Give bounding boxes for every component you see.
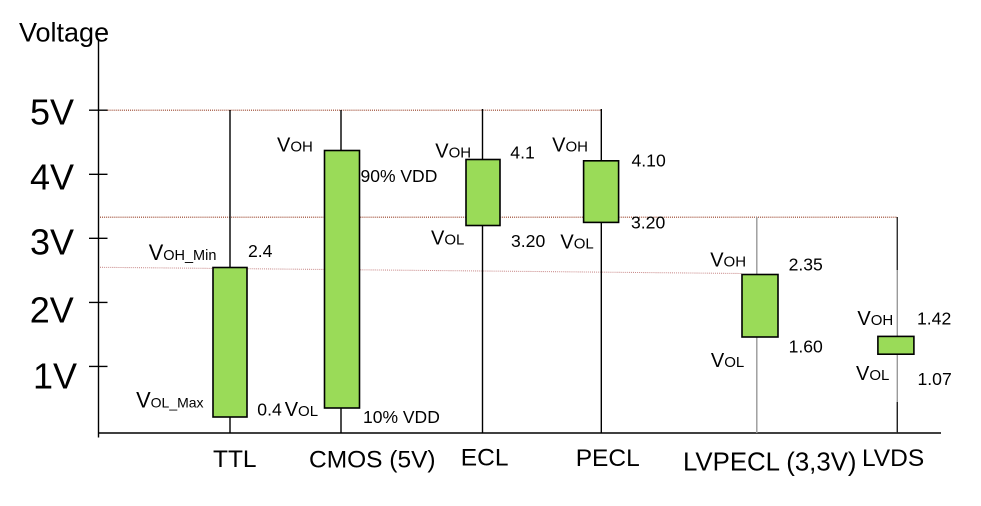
svg-text:4V: 4V [30, 157, 74, 198]
svg-text:90% VDD: 90% VDD [361, 166, 438, 186]
svg-text:CMOS (5V): CMOS (5V) [309, 446, 436, 473]
svg-text:ECL: ECL [461, 445, 509, 472]
svg-text:VOL: VOL [285, 399, 318, 421]
svg-text:5V: 5V [30, 92, 74, 133]
svg-text:1V: 1V [33, 356, 77, 397]
svg-text:2.35: 2.35 [789, 255, 823, 275]
svg-text:LVPECL (3,3V): LVPECL (3,3V) [683, 449, 857, 477]
svg-text:VOH: VOH [710, 250, 746, 272]
svg-text:0.4: 0.4 [257, 399, 282, 419]
svg-text:2V: 2V [30, 289, 74, 330]
svg-text:3V: 3V [30, 222, 74, 263]
svg-text:3.20: 3.20 [631, 212, 665, 232]
svg-text:4.10: 4.10 [632, 151, 666, 171]
svg-text:VOH: VOH [435, 141, 471, 163]
svg-text:VOH: VOH [552, 134, 588, 156]
svg-text:VOL: VOL [856, 363, 889, 385]
svg-text:1.07: 1.07 [918, 369, 952, 389]
svg-text:TTL: TTL [213, 446, 257, 473]
svg-text:2.4: 2.4 [248, 241, 273, 261]
svg-text:Voltage: Voltage [19, 18, 109, 48]
svg-text:3.20: 3.20 [511, 231, 545, 251]
svg-text:VOL: VOL [560, 232, 593, 254]
svg-text:10% VDD: 10% VDD [363, 407, 440, 427]
svg-text:LVDS: LVDS [862, 445, 924, 472]
svg-text:VOH: VOH [277, 134, 313, 156]
svg-text:PECL: PECL [576, 445, 640, 472]
svg-text:1.42: 1.42 [917, 309, 951, 329]
svg-text:1.60: 1.60 [789, 336, 823, 356]
svg-text:VOL: VOL [431, 228, 464, 250]
svg-text:VOH: VOH [857, 308, 893, 330]
svg-text:4.1: 4.1 [510, 142, 534, 162]
svg-text:VOL: VOL [711, 350, 744, 372]
